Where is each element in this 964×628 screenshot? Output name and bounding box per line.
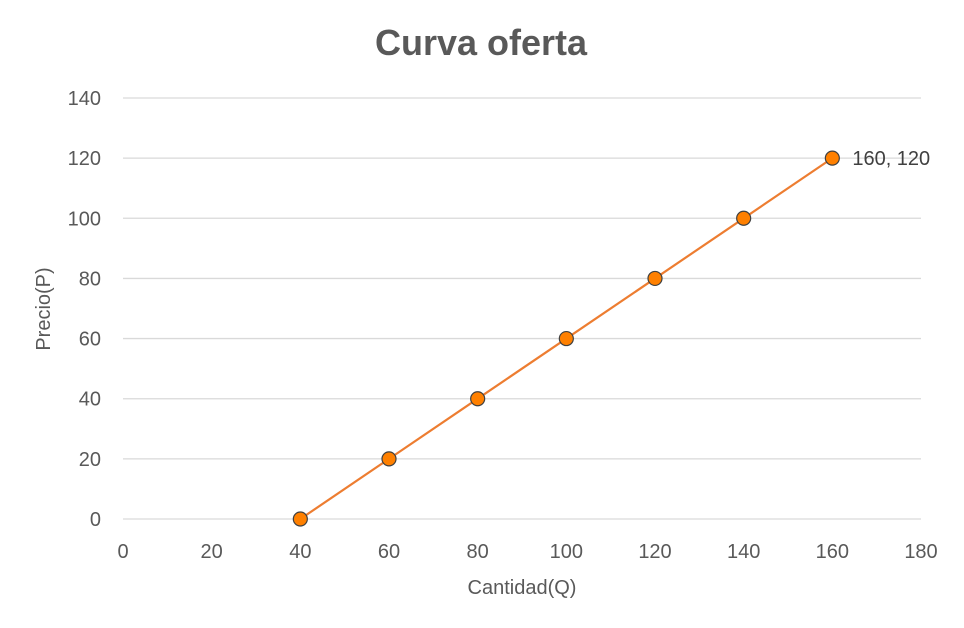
x-tick-label-20: 20 — [201, 541, 223, 563]
x-tick-label-40: 40 — [289, 541, 311, 563]
y-tick-label-140: 140 — [68, 88, 101, 110]
x-tick-label-0: 0 — [117, 541, 128, 563]
x-tick-label-80: 80 — [467, 541, 489, 563]
data-point-140-100 — [736, 210, 752, 226]
x-axis-ticks: 0 20 40 60 80 100 120 140 160 180 — [117, 541, 937, 563]
y-tick-label-40: 40 — [79, 389, 101, 411]
y-tick-label-80: 80 — [79, 268, 101, 290]
x-axis-label: Cantidad(Q) — [468, 577, 577, 599]
data-point-80-40 — [470, 391, 486, 407]
data-point-160-120 — [824, 150, 840, 166]
data-point-40-0 — [292, 511, 308, 527]
x-tick-label-180: 180 — [904, 541, 937, 563]
y-tick-label-120: 120 — [68, 148, 101, 170]
y-axis-ticks: 0 20 40 60 80 100 120 140 — [68, 88, 101, 531]
data-point-120-80 — [647, 270, 663, 287]
series-layer — [292, 150, 840, 527]
x-tick-label-120: 120 — [638, 541, 671, 563]
chart-title: Curva oferta — [375, 22, 588, 63]
x-tick-label-60: 60 — [378, 541, 400, 563]
data-point-60-20 — [381, 451, 397, 467]
x-tick-label-160: 160 — [816, 541, 849, 563]
x-tick-label-140: 140 — [727, 541, 760, 563]
gridlines — [123, 97, 921, 520]
y-tick-label-20: 20 — [79, 449, 101, 471]
annotations-layer: 160, 120 — [852, 148, 930, 170]
x-tick-label-100: 100 — [550, 541, 583, 563]
y-axis-label: Precio(P) — [33, 267, 55, 350]
y-tick-label-0: 0 — [90, 509, 101, 531]
y-tick-label-60: 60 — [79, 329, 101, 351]
y-tick-label-100: 100 — [68, 208, 101, 230]
data-label-0: 160, 120 — [852, 148, 930, 170]
data-point-100-60 — [558, 330, 574, 347]
